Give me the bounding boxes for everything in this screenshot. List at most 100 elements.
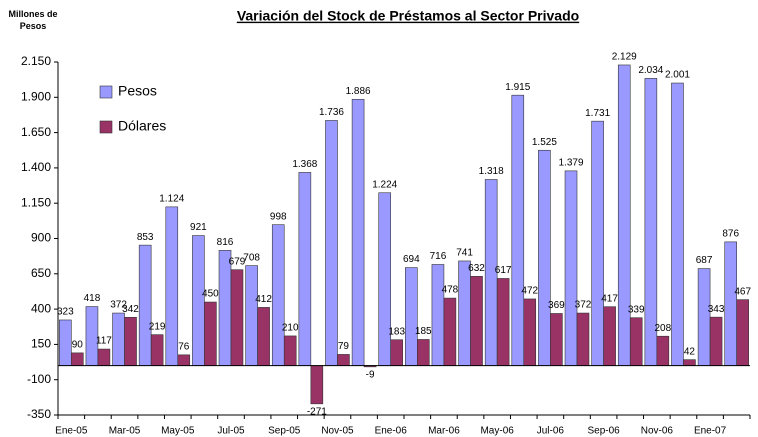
y-tick-label: 150: [31, 337, 51, 351]
bar: [257, 307, 270, 366]
bar: [378, 192, 391, 366]
x-tick-label: May-05: [161, 426, 195, 437]
bar: [603, 306, 616, 366]
value-label: 1.736: [319, 107, 344, 118]
y-tick-label: -100: [27, 372, 51, 386]
y-tick-label: 400: [31, 301, 51, 315]
value-label: 372: [110, 300, 127, 311]
value-label: 1.525: [532, 137, 557, 148]
y-tick-label: 1.650: [21, 125, 51, 139]
bar: [656, 335, 670, 366]
legend-label: Dólares: [118, 118, 166, 134]
bar: [683, 359, 696, 366]
y-tick-label: 1.900: [21, 89, 51, 103]
x-tick-label: Ene-05: [55, 426, 88, 437]
bar: [617, 64, 631, 366]
bar: [351, 98, 365, 366]
bar: [470, 276, 483, 366]
value-label: 1.318: [479, 166, 504, 177]
value-label: 117: [96, 336, 112, 347]
value-label: 876: [722, 229, 739, 240]
bar: [564, 170, 578, 366]
bar: [523, 298, 537, 366]
bar: [298, 172, 312, 366]
y-tick-label: -350: [27, 407, 51, 421]
value-label: 210: [282, 323, 299, 334]
value-label: 679: [229, 256, 246, 267]
x-tick-label: Ene-07: [694, 426, 727, 437]
bar: [230, 269, 244, 366]
bar: [59, 319, 72, 366]
bar: [538, 149, 551, 366]
value-label: 183: [388, 326, 405, 337]
x-tick-label: Jul-05: [217, 426, 245, 437]
bar: [271, 224, 285, 366]
value-label: 816: [217, 237, 234, 248]
value-label: 1.915: [505, 82, 530, 93]
bar: [177, 354, 191, 366]
y-tick-label: 900: [31, 231, 51, 245]
bar: [671, 82, 684, 366]
y-tick-label: 1.400: [21, 160, 51, 174]
value-label: 412: [255, 294, 272, 305]
x-tick-label: Mar-05: [109, 426, 141, 437]
bar: [165, 206, 179, 366]
value-label: 76: [178, 341, 190, 352]
bar: [591, 120, 604, 366]
bar: [390, 339, 403, 366]
x-tick-label: Ene-06: [375, 426, 408, 437]
bar: [697, 268, 711, 366]
value-label: 1.379: [558, 158, 583, 169]
bar: [629, 317, 643, 366]
value-label: 617: [495, 265, 512, 276]
value-label: 2.129: [612, 52, 637, 63]
value-label: 185: [415, 326, 432, 337]
bar: [97, 348, 111, 366]
bar: [724, 241, 737, 366]
bar: [218, 250, 232, 366]
value-label: 42: [684, 346, 696, 357]
value-label: 1.886: [346, 86, 371, 97]
value-label: -271: [307, 406, 327, 417]
bar: [138, 244, 152, 366]
value-label: 1.124: [159, 194, 184, 205]
value-label: 450: [202, 289, 219, 300]
x-tick-label: Jul-06: [537, 426, 565, 437]
value-label: 417: [601, 293, 618, 304]
bar: [71, 352, 84, 366]
value-label: 472: [521, 286, 538, 297]
x-tick-label: May-06: [480, 426, 514, 437]
value-label: 2.001: [665, 70, 690, 81]
value-label: 1.731: [585, 108, 610, 119]
y-axis-label: Millones de Pesos: [8, 9, 58, 31]
value-label: -9: [366, 369, 375, 380]
bar: [310, 365, 324, 405]
value-label: 998: [270, 211, 287, 222]
value-label: 741: [456, 248, 473, 259]
value-label: 467: [734, 286, 751, 297]
x-tick-label: Mar-06: [428, 426, 460, 437]
x-tick-label: Sep-05: [268, 426, 301, 437]
value-label: 369: [548, 300, 565, 311]
value-label: 921: [190, 222, 207, 233]
bar: [150, 334, 164, 366]
value-label: 323: [57, 307, 74, 318]
bar: [124, 316, 137, 366]
bar: [511, 94, 525, 366]
value-label: 342: [122, 304, 139, 315]
value-label: 418: [84, 293, 101, 304]
legend-swatch: [99, 85, 113, 99]
bar: [576, 312, 590, 366]
y-tick-label: 1.150: [21, 195, 51, 209]
bar: [431, 264, 445, 366]
bar: [192, 235, 205, 366]
value-label: 343: [708, 304, 725, 315]
value-label: 687: [696, 255, 713, 266]
value-label: 708: [243, 252, 260, 263]
bar: [458, 260, 471, 366]
x-tick-label: Nov-06: [641, 426, 674, 437]
bar: [337, 354, 350, 366]
bar: [443, 297, 457, 366]
chart-title: Variación del Stock de Préstamos al Sect…: [237, 8, 579, 24]
